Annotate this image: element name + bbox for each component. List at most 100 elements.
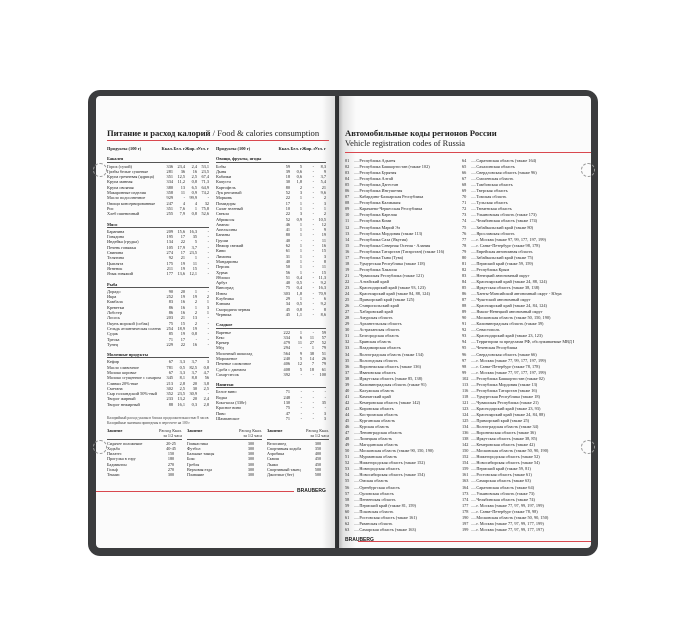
dots: ..... xyxy=(471,496,477,502)
value-cell: 30 xyxy=(285,179,290,185)
region-code: 78 xyxy=(462,242,467,248)
region-code-item: 24..... Красноярский край (также 84, 88, … xyxy=(345,291,457,297)
value-cell: - xyxy=(312,405,314,411)
exercise-column: Занятие Расход Ккал. за 1/2 часа Сидячее п… xyxy=(107,428,182,478)
region-code-item: 199..... г. Москва (также 77, 97, 99, 177… xyxy=(462,527,574,533)
dots: ..... xyxy=(354,309,360,315)
region-name: Ростовская область (также 161) xyxy=(359,514,417,520)
dots: ..... xyxy=(354,248,360,254)
value-cell: 3 xyxy=(323,253,326,259)
brand-logo: BRAUBERG xyxy=(297,488,326,494)
dots: ..... xyxy=(354,345,360,351)
value-cell: 27 xyxy=(309,340,314,346)
table-row: Грибы белые сушеные 281 36 16 23,5 xyxy=(107,169,209,174)
value-cell: 1,8 xyxy=(296,290,302,296)
value-cell: - xyxy=(312,258,314,264)
value-cell: - xyxy=(207,195,209,201)
dots: ..... xyxy=(471,206,477,212)
section-heading: Рыба xyxy=(107,282,209,288)
exercise-column: Занятие Расход Ккал. за 1/2 часа Велосипед… xyxy=(267,428,329,478)
activity-name: Сидячее положение xyxy=(107,440,143,446)
value-cell: 15,6 xyxy=(177,228,185,234)
table-row: Баранина 209 15,6 16,3 - xyxy=(107,229,209,234)
region-code: 35 xyxy=(345,357,350,363)
region-code: 86 xyxy=(462,291,467,297)
region-name: Самарская область (также 63) xyxy=(476,478,531,484)
value-cell: 16 xyxy=(180,304,185,310)
value-cell: 130 xyxy=(283,400,290,406)
value-cell: 3,7 xyxy=(191,359,197,365)
dots: ..... xyxy=(471,170,477,176)
value-cell: 3 xyxy=(206,359,209,365)
region-code: 16 xyxy=(345,248,350,254)
value-cell: - xyxy=(207,228,209,234)
value-cell: 303 xyxy=(283,290,290,296)
dots: ..... xyxy=(471,436,477,442)
region-code: 48 xyxy=(345,436,350,442)
value-cell: 1 xyxy=(299,253,302,259)
value-cell: - xyxy=(312,311,314,317)
value-cell: 9,2 xyxy=(320,280,326,286)
table-row: Белое вино 71 - - - xyxy=(216,389,326,394)
value-cell: 0,8 xyxy=(296,306,302,312)
region-code: 63 xyxy=(345,526,350,532)
value-cell: 1 xyxy=(299,329,302,335)
value-cell: 255 xyxy=(166,211,173,217)
value-cell: - xyxy=(300,345,302,351)
region-name: Курская область xyxy=(359,424,390,430)
region-code-item: 68..... Тамбовская область xyxy=(462,182,574,188)
region-code: 173 xyxy=(462,490,469,496)
value-cell: 1 xyxy=(194,255,197,261)
value-cell: 11 xyxy=(309,334,314,340)
region-code: 159 xyxy=(462,466,469,472)
region-name: Севастополь xyxy=(476,327,500,333)
region-code: 36 xyxy=(345,363,350,369)
calorie-rate: 300 xyxy=(247,461,255,467)
calorie-rate: 270 xyxy=(167,467,175,473)
dots: ..... xyxy=(471,411,477,417)
dots: ..... xyxy=(354,351,360,357)
value-cell: 30 xyxy=(192,385,197,391)
region-name: Орловская область xyxy=(359,490,394,496)
region-code: 04 xyxy=(345,176,350,182)
region-code: 19 xyxy=(345,266,350,272)
value-cell: - xyxy=(207,325,209,331)
region-name: Омская область xyxy=(359,478,389,484)
region-name: Красноярский край (также 84, 88, 124) xyxy=(359,291,430,297)
value-cell: 406 xyxy=(283,361,290,367)
section-heading: Напитки xyxy=(216,382,326,389)
region-code-item: 80..... Забайкальский край (также 75) xyxy=(462,255,574,261)
region-code-item: 41..... Камчатский край xyxy=(345,394,457,400)
region-code-item: 134..... Волгоградская область (также 34) xyxy=(462,424,574,430)
region-name: Амурская область xyxy=(359,315,393,321)
dots: ..... xyxy=(471,351,477,357)
region-code-item: 138..... Иркутская область (также 38, 85) xyxy=(462,436,574,442)
value-cell: 0,8 xyxy=(203,364,209,370)
product-name: Ягненок xyxy=(107,265,123,271)
value-cell: 929 xyxy=(166,195,173,201)
region-name: Иркутская область (также 85, 138) xyxy=(359,375,423,381)
title-rule xyxy=(107,140,329,141)
value-cell: 9,6 xyxy=(320,190,326,196)
value-cell: 19 xyxy=(180,331,185,337)
table-row: Ананас 46 1 - 12 xyxy=(216,222,326,227)
product-name: Хурма xyxy=(216,269,228,275)
region-code-item: 91..... Калининградская область (также 39… xyxy=(462,321,574,327)
value-cell: - xyxy=(312,269,314,275)
region-code-item: 113..... Республика Мордовия (также 13) xyxy=(462,382,574,388)
dots: ..... xyxy=(471,260,477,266)
product-name: Яблоки xyxy=(216,274,230,280)
value-cell: 15 xyxy=(180,320,185,326)
dots: ..... xyxy=(471,278,477,284)
value-cell: 0,6 xyxy=(296,174,302,180)
value-cell: 0,8 xyxy=(191,211,197,217)
exercise-row: Бокс 300 xyxy=(187,456,262,461)
value-cell: 19 xyxy=(321,232,326,238)
value-cell: 17 xyxy=(285,200,290,206)
product-name: Камбала xyxy=(107,299,123,305)
region-name: Брянская область xyxy=(359,339,392,345)
product-name: Крупа манная xyxy=(107,179,133,185)
value-cell: 23,5 xyxy=(189,250,197,256)
note: Калорийный расход указан в блоках продол… xyxy=(107,416,209,420)
region-code: 66 xyxy=(462,170,467,176)
